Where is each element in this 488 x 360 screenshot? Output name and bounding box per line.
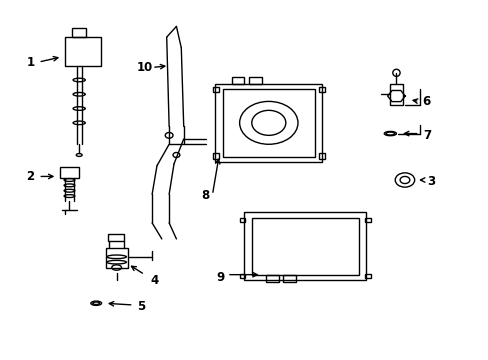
Bar (249, 77, 261, 84)
Bar (108, 234, 123, 241)
Bar (222, 89, 314, 157)
Text: 5: 5 (137, 300, 145, 313)
Text: 4: 4 (150, 274, 158, 287)
Text: 7: 7 (422, 129, 430, 142)
Bar (365, 274, 370, 278)
Text: 10: 10 (137, 61, 153, 74)
Bar (318, 87, 324, 93)
Text: 9: 9 (216, 271, 224, 284)
Bar (251, 217, 358, 275)
Bar (318, 153, 324, 158)
Text: 3: 3 (427, 175, 435, 188)
Bar (60, 167, 79, 178)
Bar (64, 37, 101, 66)
Text: 1: 1 (26, 55, 35, 69)
Bar (365, 217, 370, 222)
Bar (215, 84, 322, 162)
Bar (106, 248, 127, 267)
Bar (232, 77, 244, 84)
Text: 2: 2 (26, 170, 35, 183)
Bar (244, 212, 366, 280)
Bar (212, 87, 218, 93)
Text: 8: 8 (201, 189, 209, 202)
Bar (389, 84, 402, 105)
Text: 6: 6 (422, 95, 430, 108)
Bar (212, 153, 218, 158)
Bar (266, 275, 278, 282)
Bar (72, 28, 86, 37)
Bar (283, 275, 295, 282)
Bar (239, 217, 245, 222)
Bar (239, 274, 245, 278)
